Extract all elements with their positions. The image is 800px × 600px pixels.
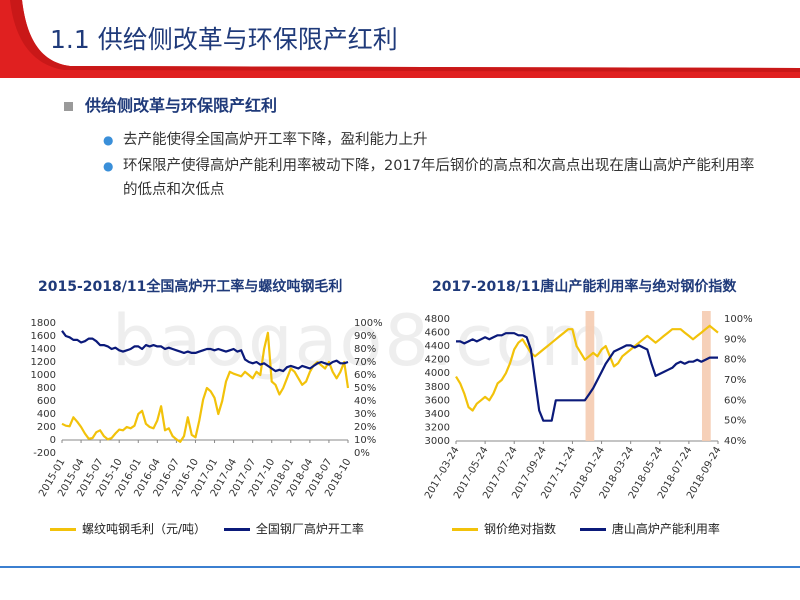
- slide-title: 1.1 供给侧改革与环保限产红利: [50, 25, 398, 54]
- y-left-tick-label: 4800: [425, 314, 450, 325]
- series-line: [61, 331, 350, 443]
- y-right-tick-label: 70%: [724, 375, 746, 386]
- chart1-title: 2015-2018/11全国高炉开工率与螺纹吨钢毛利: [38, 279, 343, 295]
- y-right-tick-label: 0%: [354, 448, 370, 459]
- legend-swatch-gold: [50, 528, 76, 531]
- y-left-tick-label: 1000: [31, 370, 56, 381]
- header-decoration: [0, 0, 800, 78]
- bullet-dot-icon: ●: [103, 133, 114, 147]
- y-right-tick-label: 60%: [354, 370, 376, 381]
- bullet-dot-icon: ●: [103, 159, 114, 173]
- legend-label: 钢价绝对指数: [484, 522, 557, 536]
- footer-rule: [0, 566, 800, 568]
- bullet-list: ● 去产能使得全国高炉开工率下降，盈利能力上升 ● 环保限产使得高炉产能利用率被动下…: [103, 128, 763, 204]
- y-left-tick-label: 400: [37, 409, 56, 420]
- y-right-tick-label: 80%: [724, 355, 746, 366]
- y-right-tick-label: 40%: [354, 396, 376, 407]
- chart2-plot: 4800 4600 4400 4200 4000 3800 3600 3400 3200 3000…: [423, 311, 753, 501]
- series-line: [455, 324, 719, 412]
- shaded-period: [585, 311, 595, 441]
- legend-label: 唐山高炉产能利用率: [611, 522, 720, 536]
- section-heading: 供给侧改革与环保限产红利: [85, 96, 278, 115]
- y-right-tick-label: 20%: [354, 422, 376, 433]
- legend-swatch-navy: [223, 528, 250, 531]
- header-banner: [0, 0, 800, 78]
- y-right-tick-label: 50%: [354, 383, 376, 394]
- y-right-tick-label: 100%: [724, 314, 753, 325]
- y-left-tick-label: 3000: [425, 436, 450, 447]
- chart1-legend: 螺纹吨钢毛利（元/吨） 全国钢厂高炉开工率: [50, 520, 364, 537]
- legend-swatch-navy: [579, 528, 606, 531]
- y-left-tick-label: 4200: [425, 355, 450, 366]
- y-right-tick-label: 70%: [354, 357, 376, 368]
- bullet-item: ● 去产能使得全国高炉开工率下降，盈利能力上升: [103, 128, 763, 152]
- y-left-tick-label: 0: [50, 435, 56, 446]
- y-right-tick-label: 40%: [724, 436, 746, 447]
- y-right-tick-label: 90%: [724, 334, 746, 345]
- chart2-title: 2017-2018/11唐山产能利用率与绝对钢价指数: [432, 279, 737, 295]
- y-left-tick-label: 1800: [31, 318, 56, 329]
- legend-swatch-gold: [452, 528, 478, 531]
- y-right-tick-label: 80%: [354, 344, 376, 355]
- legend-label: 螺纹吨钢毛利（元/吨）: [82, 522, 207, 536]
- bullet-text: 去产能使得全国高炉开工率下降，盈利能力上升: [123, 132, 428, 148]
- y-left-tick-label: 1400: [31, 344, 56, 355]
- chart2-legend: 钢价绝对指数 唐山高炉产能利用率: [452, 520, 720, 537]
- series-line: [61, 330, 349, 373]
- y-left-tick-label: 800: [37, 383, 56, 394]
- y-left-tick-label: 600: [37, 396, 56, 407]
- y-left-tick-label: 200: [37, 422, 56, 433]
- bullet-text: 环保限产使得高炉产能利用率被动下降，2017年后钢价的高点和次高点出现在唐山高炉…: [123, 158, 755, 198]
- square-bullet-icon: [64, 102, 73, 111]
- watermark: baogao8.com: [112, 300, 611, 382]
- y-right-tick-label: 90%: [354, 331, 376, 342]
- shaded-period: [701, 311, 711, 441]
- y-right-tick-label: 10%: [354, 435, 376, 446]
- y-left-tick-label: 3400: [425, 409, 450, 420]
- y-right-tick-label: 100%: [354, 318, 383, 329]
- y-left-tick-label: 1200: [31, 357, 56, 368]
- y-right-tick-label: 30%: [354, 409, 376, 420]
- bullet-item: ● 环保限产使得高炉产能利用率被动下降，2017年后钢价的高点和次高点出现在唐山高…: [103, 154, 763, 202]
- chart1-plot: 1800 1600 1400 1200 1000 800 600 400 200 0 -200 100…: [31, 318, 383, 499]
- y-left-tick-label: 1600: [31, 331, 56, 342]
- y-left-tick-label: 3800: [425, 382, 450, 393]
- series-line: [456, 332, 718, 422]
- y-left-tick-label: 4400: [425, 341, 450, 352]
- y-left-tick-label: 4000: [425, 368, 450, 379]
- y-left-tick-label: 3600: [425, 395, 450, 406]
- y-left-tick-label: 4600: [425, 328, 450, 339]
- legend-label: 全国钢厂高炉开工率: [255, 522, 364, 536]
- section-heading-row: 供给侧改革与环保限产红利: [64, 92, 277, 116]
- y-right-tick-label: 60%: [724, 395, 746, 406]
- y-right-tick-label: 50%: [724, 416, 746, 427]
- y-left-tick-label: -200: [33, 448, 56, 459]
- y-left-tick-label: 3200: [425, 422, 450, 433]
